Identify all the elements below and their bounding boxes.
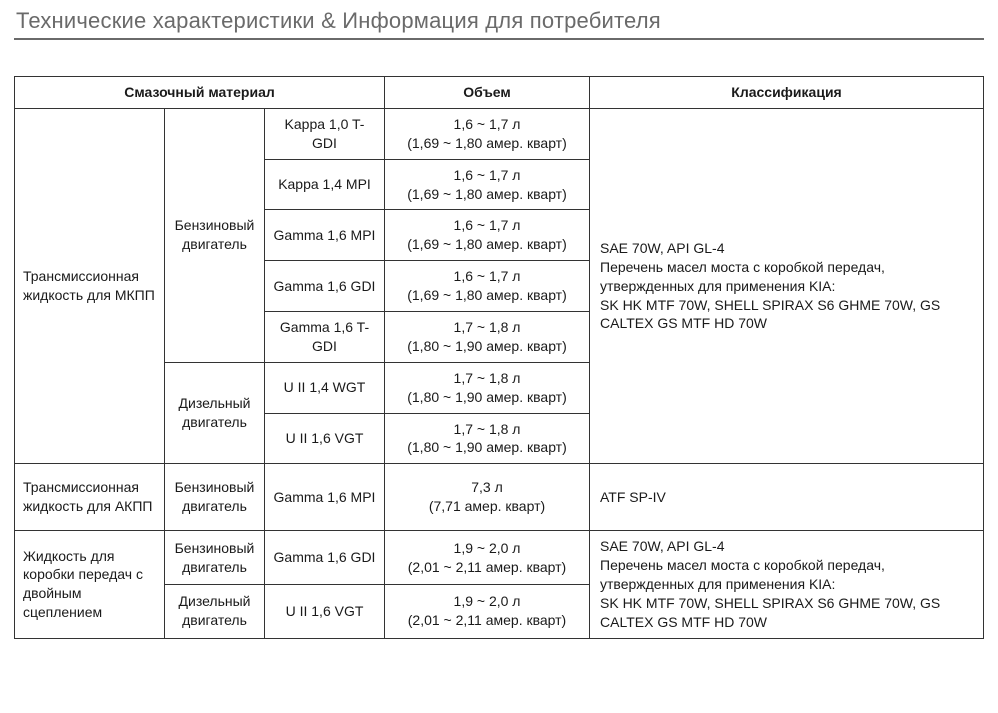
engine-model: Kappa 1,4 MPI xyxy=(265,159,385,210)
classification-cell-akpp: ATF SP-IV xyxy=(590,464,984,531)
volume-liters: 1,6 ~ 1,7 л xyxy=(454,116,521,132)
volume-cell: 1,7 ~ 1,8 л (1,80 ~ 1,90 амер. кварт) xyxy=(385,362,590,413)
volume-quarts: (2,01 ~ 2,11 амер. кварт) xyxy=(408,612,566,628)
volume-cell: 1,7 ~ 1,8 л (1,80 ~ 1,90 амер. кварт) xyxy=(385,312,590,363)
volume-cell: 1,9 ~ 2,0 л (2,01 ~ 2,11 амер. кварт) xyxy=(385,531,590,585)
volume-liters: 7,3 л xyxy=(471,479,503,495)
engine-model: Gamma 1,6 GDI xyxy=(265,531,385,585)
engine-model: U II 1,6 VGT xyxy=(265,413,385,464)
classification-cell-dct: SAE 70W, API GL-4Перечень масел моста с … xyxy=(590,531,984,638)
volume-quarts: (1,80 ~ 1,90 амер. кварт) xyxy=(407,389,567,405)
engine-model: Kappa 1,0 T-GDI xyxy=(265,108,385,159)
engine-type-petrol: Бензиновый двигатель xyxy=(165,108,265,362)
engine-type-petrol: Бензиновый двигатель xyxy=(165,531,265,585)
header-volume: Объем xyxy=(385,77,590,109)
table-row: Трансмиссионная жидкость для МКПП Бензин… xyxy=(15,108,984,159)
volume-liters: 1,7 ~ 1,8 л xyxy=(454,421,521,437)
volume-quarts: (1,69 ~ 1,80 амер. кварт) xyxy=(407,287,567,303)
engine-model: U II 1,4 WGT xyxy=(265,362,385,413)
volume-cell: 1,9 ~ 2,0 л (2,01 ~ 2,11 амер. кварт) xyxy=(385,584,590,638)
volume-quarts: (7,71 амер. кварт) xyxy=(429,498,545,514)
volume-liters: 1,6 ~ 1,7 л xyxy=(454,268,521,284)
volume-cell: 7,3 л (7,71 амер. кварт) xyxy=(385,464,590,531)
volume-quarts: (1,69 ~ 1,80 амер. кварт) xyxy=(407,236,567,252)
page-title: Технические характеристики & Информация … xyxy=(14,6,984,40)
header-classification: Классификация xyxy=(590,77,984,109)
engine-model: Gamma 1,6 T-GDI xyxy=(265,312,385,363)
lubricants-table: Смазочный материал Объем Классификация Т… xyxy=(14,76,984,639)
volume-cell: 1,6 ~ 1,7 л (1,69 ~ 1,80 амер. кварт) xyxy=(385,210,590,261)
volume-liters: 1,9 ~ 2,0 л xyxy=(454,593,521,609)
volume-quarts: (1,69 ~ 1,80 амер. кварт) xyxy=(407,186,567,202)
volume-liters: 1,6 ~ 1,7 л xyxy=(454,167,521,183)
volume-quarts: (1,80 ~ 1,90 амер. кварт) xyxy=(407,338,567,354)
engine-type-petrol: Бензиновый двигатель xyxy=(165,464,265,531)
volume-liters: 1,9 ~ 2,0 л xyxy=(454,540,521,556)
volume-cell: 1,6 ~ 1,7 л (1,69 ~ 1,80 амер. кварт) xyxy=(385,159,590,210)
group-label-mkpp: Трансмиссионная жидкость для МКПП xyxy=(15,108,165,463)
volume-cell: 1,6 ~ 1,7 л (1,69 ~ 1,80 амер. кварт) xyxy=(385,108,590,159)
volume-cell: 1,7 ~ 1,8 л (1,80 ~ 1,90 амер. кварт) xyxy=(385,413,590,464)
engine-model: Gamma 1,6 MPI xyxy=(265,210,385,261)
group-label-akpp: Трансмиссионная жидкость для АКПП xyxy=(15,464,165,531)
engine-model: Gamma 1,6 GDI xyxy=(265,261,385,312)
table-row: Жидкость для коробки передач с двойным с… xyxy=(15,531,984,585)
volume-quarts: (1,80 ~ 1,90 амер. кварт) xyxy=(407,439,567,455)
volume-liters: 1,6 ~ 1,7 л xyxy=(454,217,521,233)
volume-liters: 1,7 ~ 1,8 л xyxy=(454,319,521,335)
volume-liters: 1,7 ~ 1,8 л xyxy=(454,370,521,386)
table-header-row: Смазочный материал Объем Классификация xyxy=(15,77,984,109)
volume-quarts: (1,69 ~ 1,80 амер. кварт) xyxy=(407,135,567,151)
engine-model: U II 1,6 VGT xyxy=(265,584,385,638)
table-row: Трансмиссионная жидкость для АКПП Бензин… xyxy=(15,464,984,531)
volume-quarts: (2,01 ~ 2,11 амер. кварт) xyxy=(408,559,566,575)
classification-cell-mkpp: SAE 70W, API GL-4Перечень масел моста с … xyxy=(590,108,984,463)
group-label-dct: Жидкость для коробки передач с двойным с… xyxy=(15,531,165,638)
engine-model: Gamma 1,6 MPI xyxy=(265,464,385,531)
engine-type-diesel: Дизельный двигатель xyxy=(165,584,265,638)
volume-cell: 1,6 ~ 1,7 л (1,69 ~ 1,80 амер. кварт) xyxy=(385,261,590,312)
header-lubricant: Смазочный материал xyxy=(15,77,385,109)
engine-type-diesel: Дизельный двигатель xyxy=(165,362,265,464)
